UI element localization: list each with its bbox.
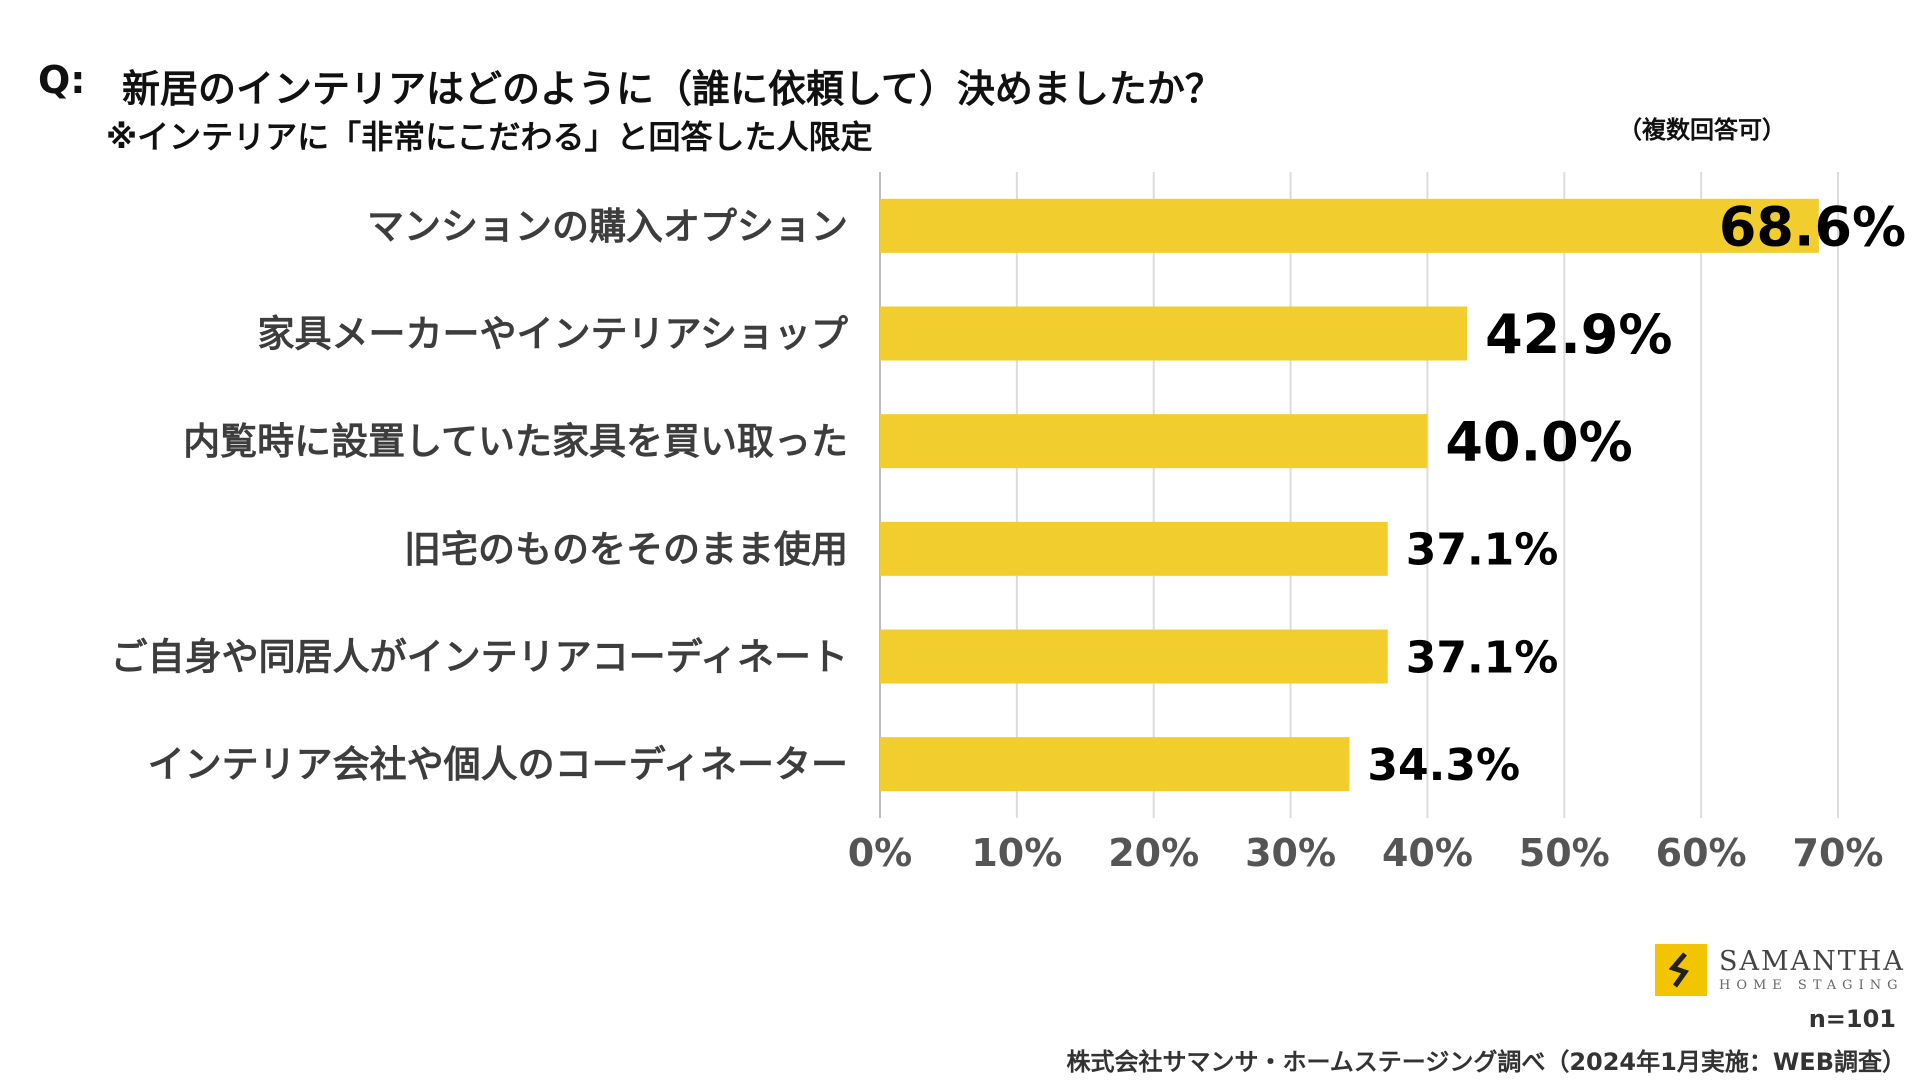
x-tick-label: 30% bbox=[1245, 831, 1336, 875]
bar bbox=[880, 629, 1388, 684]
bar bbox=[880, 414, 1428, 469]
bar bbox=[880, 737, 1350, 792]
bar bbox=[880, 306, 1468, 361]
x-tick-label: 40% bbox=[1382, 831, 1473, 875]
value-label: 37.1% bbox=[1406, 632, 1559, 683]
samantha-logo: SAMANTHA HOME STAGING bbox=[1655, 944, 1905, 996]
source-note: 株式会社サマンサ・ホームステージング調べ（2024年1月実施：WEB調査） bbox=[1066, 1048, 1906, 1076]
value-label: 68.6% bbox=[1719, 195, 1906, 258]
logo-main-text: SAMANTHA bbox=[1719, 946, 1905, 977]
category-label: インテリア会社や個人のコーディネーター bbox=[148, 743, 848, 786]
x-tick-label: 0% bbox=[848, 831, 913, 875]
value-label: 37.1% bbox=[1406, 525, 1559, 576]
value-label: 40.0% bbox=[1445, 411, 1632, 474]
value-label: 34.3% bbox=[1367, 740, 1520, 791]
bar bbox=[880, 198, 1819, 253]
sample-size: n=101 bbox=[1808, 1005, 1896, 1033]
question-title: 新居のインテリアはどのように（誰に依頼して）決めましたか？ bbox=[122, 67, 1223, 111]
x-tick-label: 10% bbox=[971, 831, 1062, 875]
category-label: マンションの購入オプション bbox=[367, 205, 848, 248]
logo-sub-text: HOME STAGING bbox=[1719, 978, 1904, 993]
bar bbox=[880, 521, 1388, 576]
category-label: 内覧時に設置していた家具を買い取った bbox=[183, 420, 848, 463]
value-label: 42.9% bbox=[1485, 303, 1672, 366]
x-tick-label: 20% bbox=[1108, 831, 1199, 875]
question-prefix: Q: bbox=[38, 58, 86, 102]
samantha-logo-icon bbox=[1655, 944, 1707, 996]
x-tick-label: 50% bbox=[1519, 831, 1610, 875]
category-label: 旧宅のものをそのまま使用 bbox=[404, 528, 848, 571]
question-note: ※インテリアに「非常にこだわる」と回答した人限定 bbox=[106, 118, 873, 156]
x-tick-label: 60% bbox=[1656, 831, 1747, 875]
category-label: 家具メーカーやインテリアショップ bbox=[257, 313, 848, 356]
x-tick-label: 70% bbox=[1793, 831, 1884, 875]
category-label: ご自身や同居人がインテリアコーディネート bbox=[111, 636, 848, 679]
multiple-answers-note: （複数回答可） bbox=[1618, 116, 1786, 144]
